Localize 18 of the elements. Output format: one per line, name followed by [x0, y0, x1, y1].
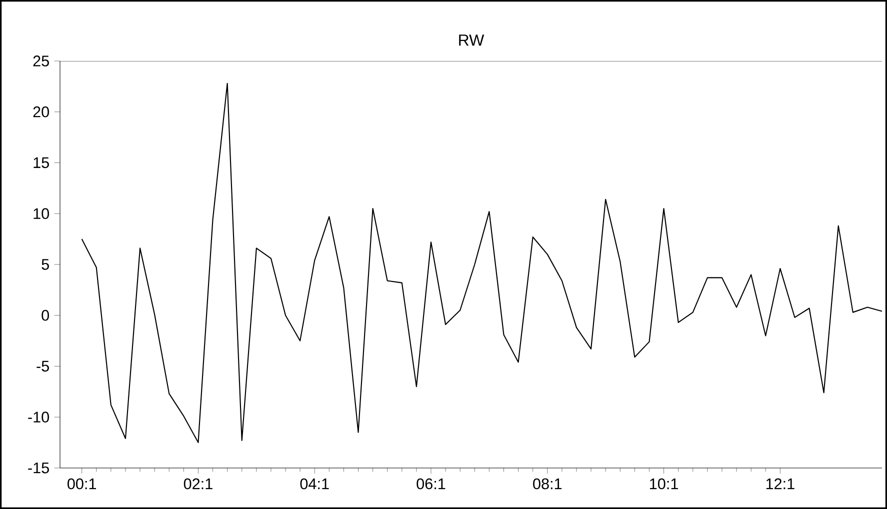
y-tick-label: -10 — [28, 412, 50, 423]
x-tick-label: 10:1 — [650, 478, 678, 490]
y-tick-label: -5 — [36, 360, 49, 372]
y-tick-label: -15 — [28, 462, 49, 474]
y-tick-label: 15 — [34, 157, 49, 168]
x-tick-label: 02:1 — [184, 478, 212, 490]
x-tick-label: 04:1 — [300, 478, 329, 490]
line-series — [81, 82, 882, 444]
y-tick-label: 25 — [33, 56, 49, 66]
y-tick-label: 10 — [34, 208, 50, 220]
x-tick-label: 12:1 — [766, 478, 794, 490]
y-tick-label: 0 — [42, 310, 50, 321]
x-tick-label: 06:1 — [416, 478, 446, 490]
chart-title: RW — [459, 34, 484, 46]
x-tick-label: 00:1 — [68, 478, 96, 490]
x-tick-label: 08:1 — [533, 478, 562, 490]
y-tick-label: 5 — [42, 259, 49, 270]
y-tick-label: 20 — [33, 106, 50, 118]
